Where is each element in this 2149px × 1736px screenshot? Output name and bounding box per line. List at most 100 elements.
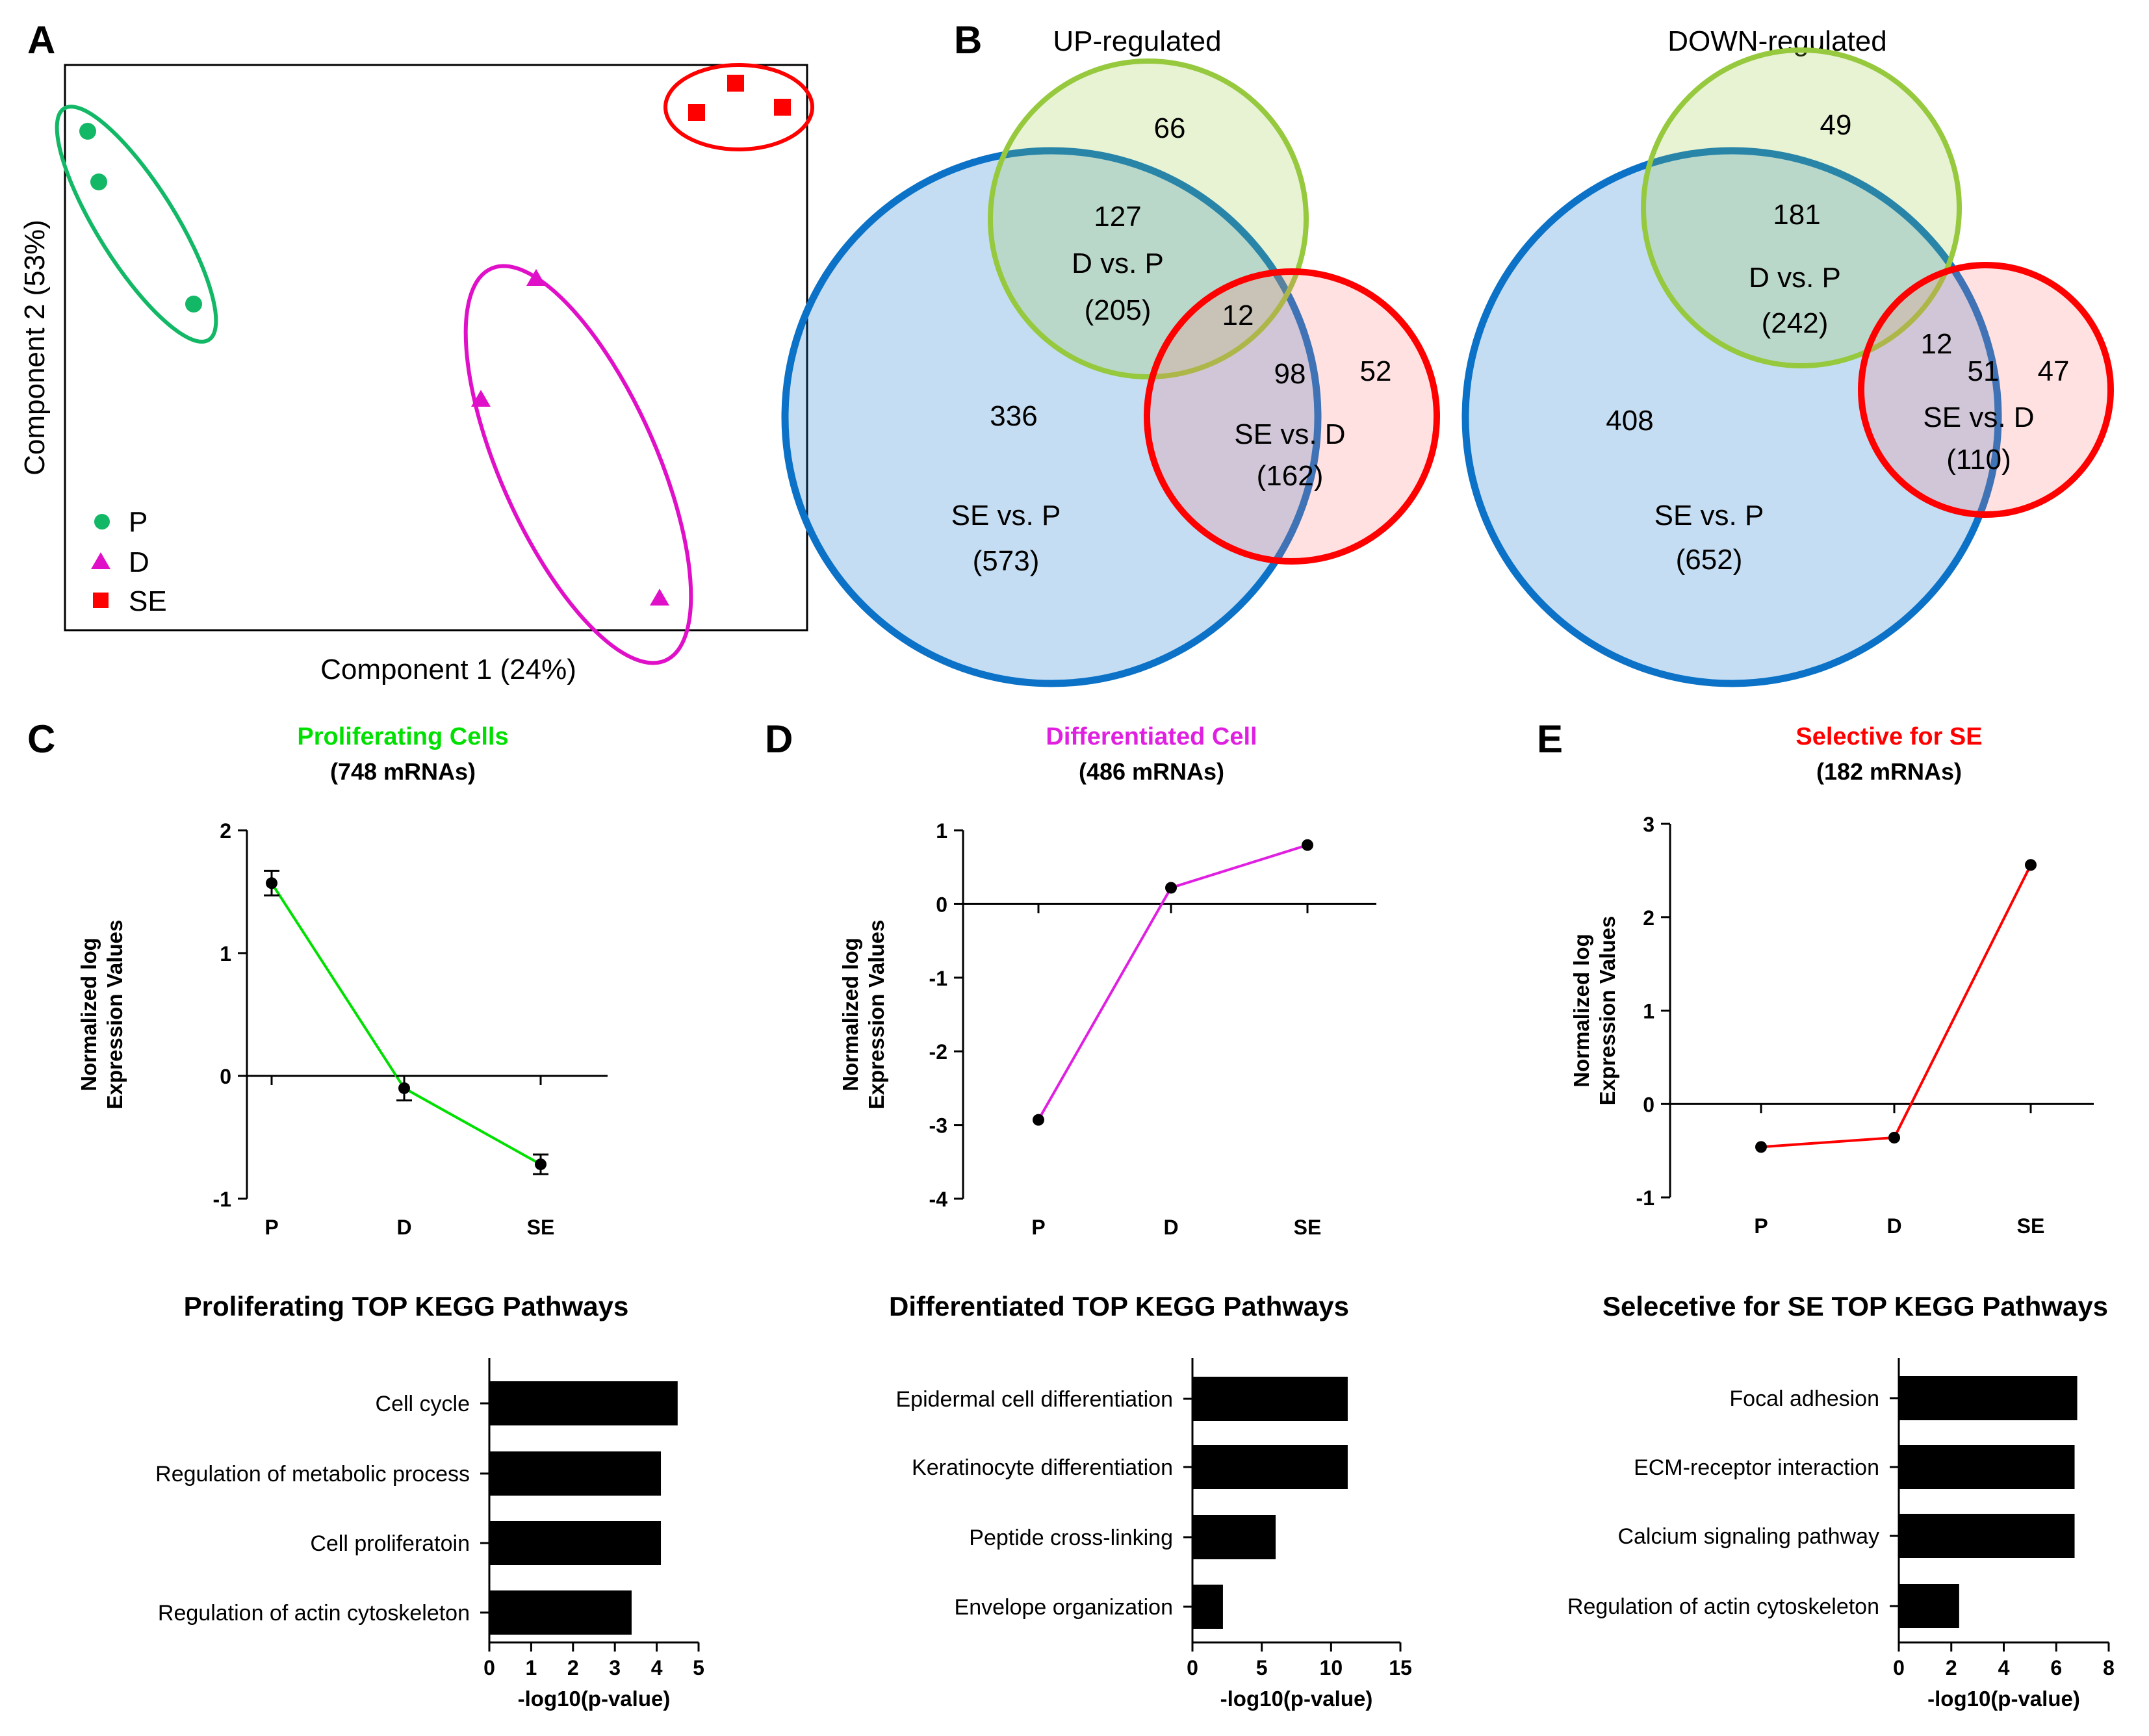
x-tick-label: 4 bbox=[1998, 1656, 2010, 1679]
category-label: Focal adhesion bbox=[1729, 1386, 1879, 1411]
y-tick-label: 1 bbox=[1643, 1000, 1654, 1023]
venn-up-only-se-vs-d: 52 bbox=[1360, 355, 1392, 387]
venn-up-se-d-and-se-p: 98 bbox=[1274, 358, 1306, 390]
venn-up-title: UP-regulated bbox=[1053, 25, 1221, 57]
x-tick-label: SE bbox=[2017, 1214, 2045, 1238]
pca-cluster-d-ellipse bbox=[463, 264, 693, 665]
bar-chart-proliferating-kegg: Proliferating TOP KEGG Pathways 0 1 2 3 4 5 -lo… bbox=[155, 1291, 704, 1711]
pca-y-axis-label: Component 2 (53%) bbox=[19, 220, 51, 476]
bar-chart-title: Selecetive for SE TOP KEGG Pathways bbox=[1602, 1291, 2108, 1321]
legend-p-marker bbox=[94, 514, 110, 530]
line-chart-subtitle: (486 mRNAs) bbox=[1079, 758, 1224, 785]
bar bbox=[489, 1521, 662, 1565]
data-point bbox=[1755, 1141, 1767, 1153]
y-tick-label: -3 bbox=[929, 1114, 947, 1138]
bar bbox=[1192, 1377, 1348, 1421]
panel-label-a: A bbox=[27, 18, 55, 62]
pca-x-axis-label: Component 1 (24%) bbox=[320, 654, 576, 685]
venn-down-d-and-se-p: 181 bbox=[1773, 199, 1820, 231]
line-chart-title: Proliferating Cells bbox=[297, 723, 508, 750]
x-tick-label: 4 bbox=[651, 1656, 663, 1679]
venn-up-se-vs-d-circle bbox=[1144, 268, 1440, 565]
y-tick-label: -2 bbox=[929, 1040, 947, 1064]
data-point bbox=[1888, 1132, 1900, 1143]
venn-up-se-vs-p-label: SE vs. P bbox=[951, 500, 1061, 531]
venn-down-se-vs-d-circle bbox=[1858, 262, 2114, 518]
y-axis-label: Normalized logExpression Values bbox=[77, 920, 127, 1110]
legend-d-marker bbox=[91, 552, 110, 569]
series-line bbox=[270, 882, 541, 1166]
category-label: Keratinocyte differentiation bbox=[912, 1455, 1173, 1480]
venn-down-triple: 12 bbox=[1921, 328, 1953, 360]
bar bbox=[1899, 1584, 1959, 1628]
y-tick-label: 0 bbox=[936, 893, 947, 916]
y-tick-label: 0 bbox=[1643, 1093, 1654, 1116]
y-tick-label: 3 bbox=[1643, 813, 1654, 836]
line-chart-differentiated: Differentiated Cell (486 mRNAs) -4 -3 -2 -1 0 1… bbox=[838, 723, 1376, 1239]
venn-up-se-vs-p-total: (573) bbox=[973, 545, 1040, 577]
venn-down-se-vs-d-label: SE vs. D bbox=[1923, 402, 2034, 433]
pca-plot-frame bbox=[64, 64, 808, 632]
line-chart-title: Selective for SE bbox=[1795, 723, 1982, 750]
x-tick-label: SE bbox=[527, 1216, 555, 1239]
bar bbox=[1899, 1376, 2078, 1420]
bar bbox=[1899, 1514, 2075, 1558]
x-tick-label: 10 bbox=[1320, 1656, 1343, 1679]
x-tick-label: 15 bbox=[1389, 1656, 1412, 1679]
venn-up-d-vs-p-total: (205) bbox=[1085, 294, 1152, 326]
pca-legend: P D SE bbox=[91, 506, 167, 617]
bar-chart-differentiated-kegg: Differentiated TOP KEGG Pathways 0 5 10 15 -l… bbox=[889, 1291, 1412, 1711]
category-label: Calcium signaling pathway bbox=[1617, 1524, 1879, 1549]
x-tick-label: 6 bbox=[2050, 1656, 2062, 1679]
venn-down-se-vs-d-total: (110) bbox=[1946, 444, 2011, 476]
y-tick-label: 1 bbox=[936, 819, 947, 843]
pca-point-d-2 bbox=[471, 390, 491, 407]
bar-chart-title: Proliferating TOP KEGG Pathways bbox=[184, 1291, 629, 1321]
line-chart-subtitle: (748 mRNAs) bbox=[330, 758, 476, 785]
bar bbox=[489, 1381, 678, 1425]
pca-cluster-p-ellipse bbox=[55, 105, 218, 344]
x-tick-label: D bbox=[1886, 1214, 1901, 1238]
venn-down-se-vs-p-label: SE vs. P bbox=[1654, 500, 1764, 531]
y-tick-label: 0 bbox=[220, 1065, 231, 1088]
bar-chart-selective-se-kegg: Selecetive for SE TOP KEGG Pathways 0 2 4 6 8… bbox=[1567, 1291, 2115, 1711]
bar bbox=[1192, 1585, 1223, 1629]
venn-up-d-and-se-p: 127 bbox=[1094, 201, 1141, 233]
data-point bbox=[1165, 882, 1177, 894]
x-tick-label: 2 bbox=[567, 1656, 579, 1679]
venn-up-only-d-vs-p: 66 bbox=[1154, 112, 1186, 144]
pca-point-p-2 bbox=[90, 173, 107, 190]
y-tick-label: 1 bbox=[220, 942, 231, 965]
venn-up-se-vs-d-total: (162) bbox=[1257, 460, 1324, 492]
pca-cluster-se-ellipse bbox=[663, 63, 814, 151]
legend-d-label: D bbox=[129, 546, 149, 578]
panel-label-c: C bbox=[27, 717, 55, 761]
pca-point-d-3 bbox=[650, 589, 669, 606]
x-tick-label: P bbox=[1754, 1214, 1768, 1238]
line-chart-title: Differentiated Cell bbox=[1046, 723, 1257, 750]
bar-chart-title: Differentiated TOP KEGG Pathways bbox=[889, 1291, 1349, 1321]
y-tick-label: -4 bbox=[929, 1188, 948, 1211]
bar bbox=[1192, 1445, 1348, 1489]
x-tick-label: 0 bbox=[1893, 1656, 1905, 1679]
data-point bbox=[398, 1082, 410, 1094]
category-label: Regulation of actin cytoskeleton bbox=[158, 1601, 470, 1626]
category-label: Cell proliferatoin bbox=[310, 1531, 470, 1556]
category-label: Regulation of actin cytoskeleton bbox=[1567, 1594, 1879, 1619]
data-point bbox=[1033, 1114, 1044, 1126]
x-tick-label: 8 bbox=[2103, 1656, 2115, 1679]
venn-down-only-d-vs-p: 49 bbox=[1820, 109, 1852, 141]
bar bbox=[489, 1590, 632, 1635]
category-label: Regulation of metabolic process bbox=[155, 1462, 470, 1487]
x-tick-label: 0 bbox=[483, 1656, 495, 1679]
bar bbox=[1899, 1445, 2075, 1489]
x-tick-label: P bbox=[264, 1216, 278, 1239]
y-tick-label: 2 bbox=[220, 819, 231, 843]
venn-up-only-se-vs-p: 336 bbox=[990, 400, 1037, 432]
venn-up: UP-regulated 66 127 D vs. P (205) 12 98 … bbox=[781, 25, 1440, 687]
y-tick-label: -1 bbox=[929, 967, 947, 990]
x-tick-label: P bbox=[1031, 1216, 1045, 1239]
bar bbox=[1192, 1515, 1276, 1559]
venn-down-se-vs-p-total: (652) bbox=[1676, 544, 1743, 576]
